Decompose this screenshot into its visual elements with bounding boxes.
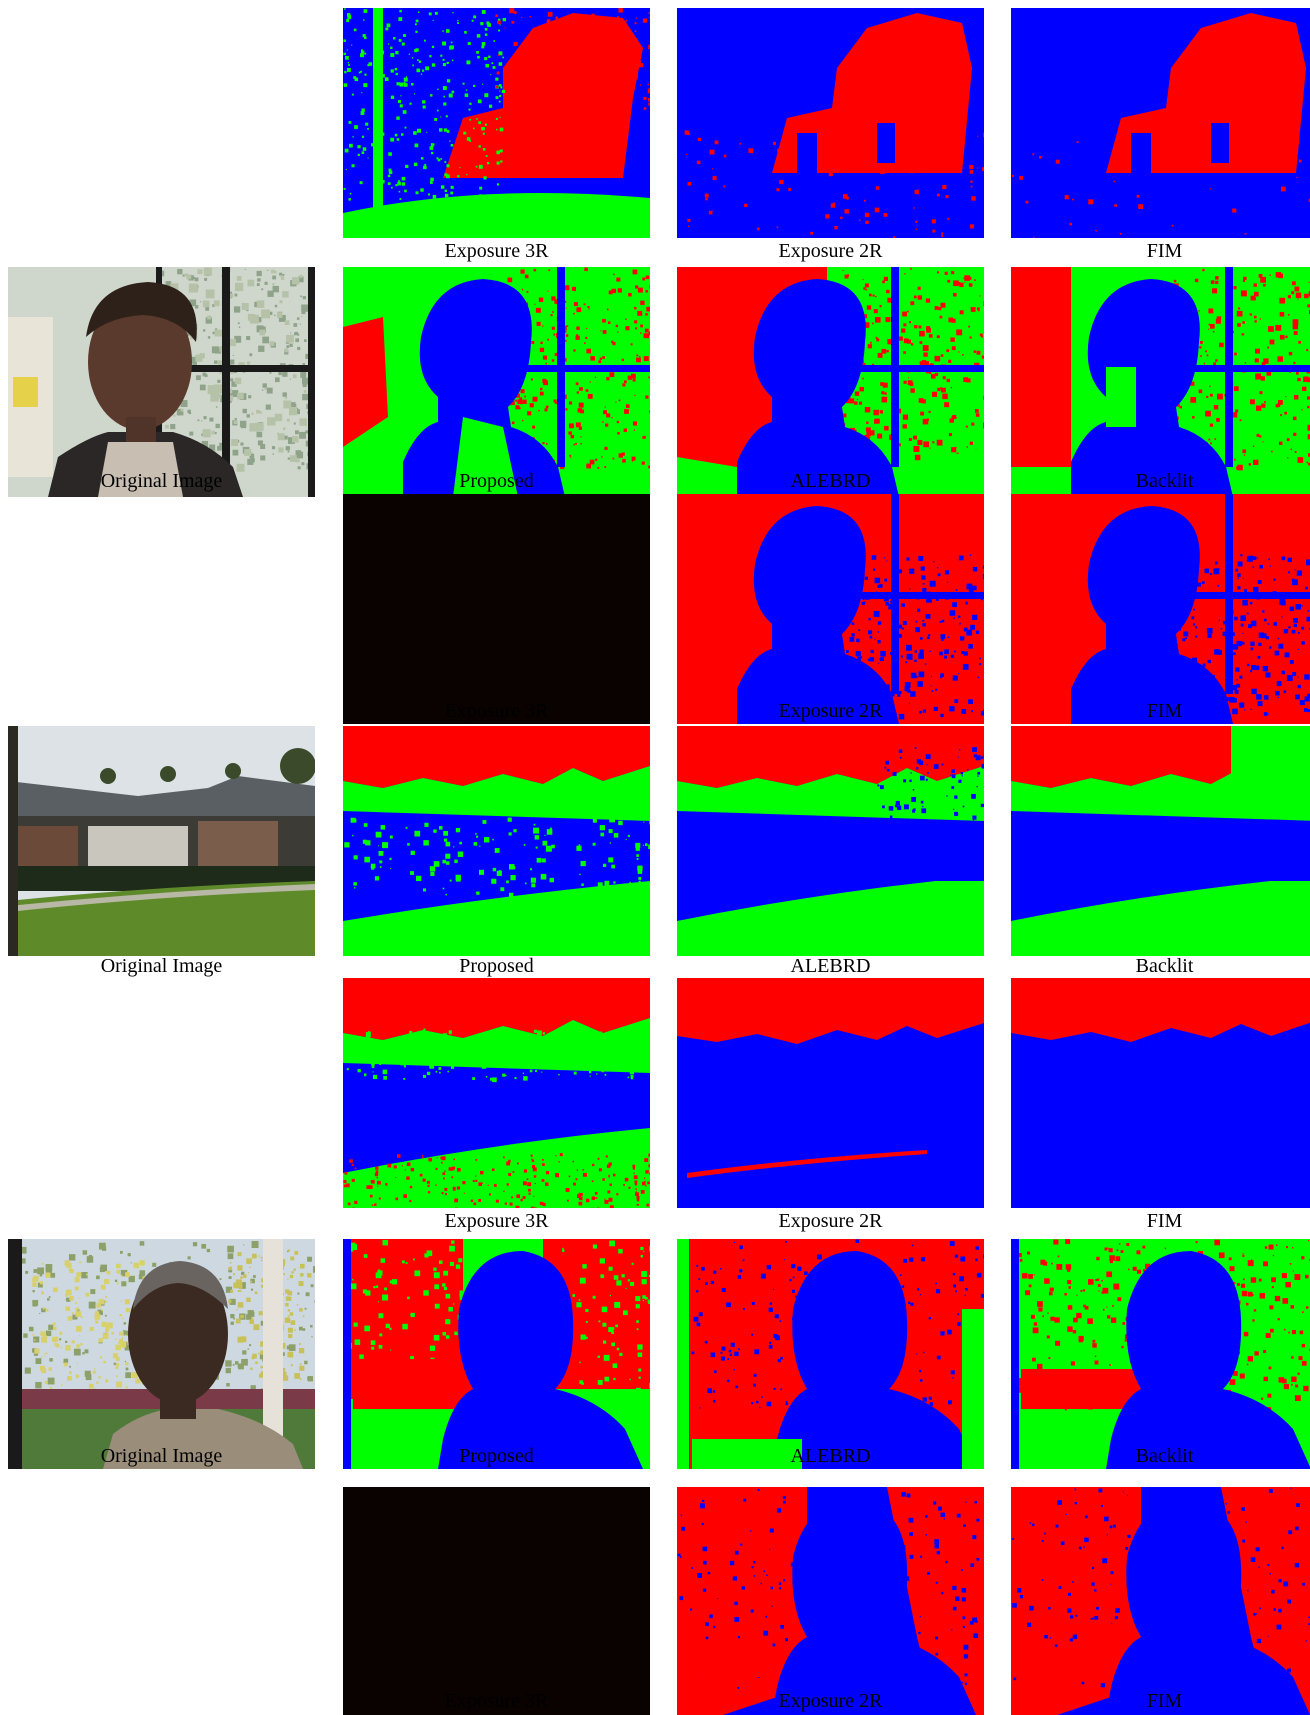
map-exp2r-house-r4-graphic — [677, 978, 984, 1208]
map-proposed-house-r3-graphic — [343, 726, 650, 956]
map-exp2r-porch-r6 — [677, 1487, 984, 1715]
map-alebrd-house-r3 — [677, 726, 984, 956]
map-exp2r-man-r2-graphic — [677, 494, 984, 724]
map-backlit-man-r1 — [1011, 267, 1310, 497]
original-image-r5 — [8, 1239, 315, 1469]
map-backlit-porch-r5 — [1011, 1239, 1310, 1469]
map-exp2r-man-r2 — [677, 494, 984, 724]
map-fim-building-r0 — [1011, 8, 1310, 238]
original-image-r1 — [8, 267, 315, 497]
panel-caption: Backlit — [1135, 470, 1194, 492]
map-alebrd-man-r1 — [677, 267, 984, 497]
panel-caption: Proposed — [459, 955, 534, 977]
map-proposed-house-r3 — [343, 726, 650, 956]
map-fim-porch-r6 — [1011, 1487, 1310, 1715]
map-proposed-man-r1 — [343, 267, 650, 497]
map-exp3r-house-r4-graphic — [343, 978, 650, 1208]
original-image-r1-graphic — [8, 267, 315, 497]
map-alebrd-house-r3-graphic — [677, 726, 984, 956]
map-alebrd-porch-r5 — [677, 1239, 984, 1469]
map-exp2r-building-r0-graphic — [677, 8, 984, 238]
panel-caption: ALEBRD — [790, 470, 871, 492]
map-fim-man-r2 — [1011, 494, 1310, 724]
panel-caption: Exposure 3R — [444, 240, 549, 262]
map-fim-house-r4-graphic — [1011, 978, 1310, 1208]
panel-caption: Exposure 2R — [778, 1690, 883, 1712]
map-backlit-porch-r5-graphic — [1011, 1239, 1310, 1469]
panel-caption: Exposure 3R — [444, 700, 549, 722]
panel-caption: Exposure 3R — [444, 1210, 549, 1232]
panel-caption: FIM — [1146, 1210, 1183, 1232]
map-dark-r6 — [343, 1487, 650, 1715]
map-exp3r-house-r4 — [343, 978, 650, 1208]
panel-caption: Proposed — [459, 1445, 534, 1467]
map-dark-r2 — [343, 494, 650, 724]
map-backlit-man-r1-graphic — [1011, 267, 1310, 497]
map-alebrd-porch-r5-graphic — [677, 1239, 984, 1469]
original-image-caption: Original Image — [100, 955, 223, 977]
map-exp3r-building-r0-graphic — [343, 8, 650, 238]
panel-caption: Exposure 2R — [778, 700, 883, 722]
map-proposed-porch-r5 — [343, 1239, 650, 1469]
original-image-caption: Original Image — [100, 1445, 223, 1467]
panel-caption: ALEBRD — [790, 955, 871, 977]
panel-caption: FIM — [1146, 1690, 1183, 1712]
map-dark-r6-graphic — [343, 1487, 650, 1715]
original-image-r3-graphic — [8, 726, 315, 956]
original-image-r5-graphic — [8, 1239, 315, 1469]
map-backlit-house-r3 — [1011, 726, 1310, 956]
map-exp3r-building-r0 — [343, 8, 650, 238]
map-fim-porch-r6-graphic — [1011, 1487, 1310, 1715]
panel-caption: Backlit — [1135, 1445, 1194, 1467]
panel-caption: Backlit — [1135, 955, 1194, 977]
map-exp2r-house-r4 — [677, 978, 984, 1208]
map-fim-building-r0-graphic — [1011, 8, 1310, 238]
panel-caption: FIM — [1146, 240, 1183, 262]
panel-caption: Exposure 2R — [778, 240, 883, 262]
map-proposed-man-r1-graphic — [343, 267, 650, 497]
map-fim-man-r2-graphic — [1011, 494, 1310, 724]
map-exp2r-building-r0 — [677, 8, 984, 238]
original-image-caption: Original Image — [100, 470, 223, 492]
map-exp2r-porch-r6-graphic — [677, 1487, 984, 1715]
map-fim-house-r4 — [1011, 978, 1310, 1208]
panel-caption: Proposed — [459, 470, 534, 492]
panel-caption: Exposure 3R — [444, 1690, 549, 1712]
map-backlit-house-r3-graphic — [1011, 726, 1310, 956]
original-image-r3 — [8, 726, 315, 956]
panel-caption: Exposure 2R — [778, 1210, 883, 1232]
map-alebrd-man-r1-graphic — [677, 267, 984, 497]
map-dark-r2-graphic — [343, 494, 650, 724]
panel-caption: ALEBRD — [790, 1445, 871, 1467]
map-proposed-porch-r5-graphic — [343, 1239, 650, 1469]
panel-caption: FIM — [1146, 700, 1183, 722]
